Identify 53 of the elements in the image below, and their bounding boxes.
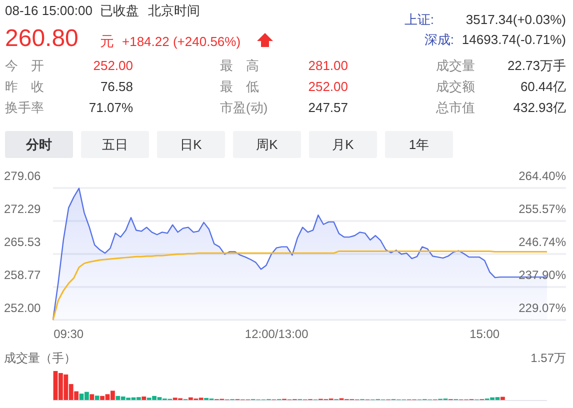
bar [142, 396, 146, 400]
text: 247.57 [308, 100, 348, 115]
text: 月K [332, 137, 354, 152]
text: 260.80 [5, 25, 78, 52]
text: 北京时间 [148, 3, 200, 18]
text: 已收盘 [100, 3, 139, 18]
text: +184.22 (+240.56%) [122, 34, 241, 49]
x-tick-label: 15:00 [470, 327, 500, 341]
text: 总市值 [435, 100, 475, 115]
text: 今 开 [5, 58, 44, 73]
text: 深成: [424, 32, 454, 47]
bar [500, 396, 505, 400]
text: 元 [100, 33, 114, 49]
text: 281.00 [308, 58, 348, 73]
text: 昨 收 [5, 79, 44, 94]
text: 上证: [404, 12, 434, 27]
text: 分时 [25, 137, 52, 152]
text: 五日 [102, 137, 128, 152]
text: 日K [180, 137, 202, 152]
x-tick-label: 12:00/13:00 [244, 327, 309, 341]
text: 1.57万 [530, 351, 566, 365]
text: 最 高 [220, 58, 259, 73]
text: 3517.34(+0.03%) [466, 12, 566, 27]
bar [94, 396, 100, 400]
text: 08-16 15:00:00 [5, 3, 92, 18]
y2-tick-label: 229.07% [518, 301, 566, 315]
y-tick-label: 252.00 [4, 301, 42, 315]
y-tick-label: 279.06 [4, 169, 42, 183]
text: 周K [256, 137, 278, 152]
text: 换手率 [5, 100, 44, 115]
text: 432.93亿 [513, 100, 566, 115]
text: 市盈(动) [220, 100, 268, 115]
text: 22.73万手 [507, 58, 566, 73]
y-axis-title: 成交量（手） [4, 351, 76, 365]
y-tick-label: 272.29 [4, 202, 42, 216]
y-tick-label: 258.77 [4, 268, 42, 282]
text: 252.00 [93, 58, 133, 73]
text: 成交量 [436, 58, 475, 73]
text: 60.44亿 [520, 79, 566, 94]
y-tick-label: 265.53 [4, 235, 42, 249]
text: 71.07% [88, 100, 134, 115]
text: 14693.74(-0.71%) [462, 32, 566, 47]
text: 76.58 [100, 79, 133, 94]
y2-tick-label: 237.90% [518, 268, 566, 282]
y2-tick-label: 255.57% [518, 202, 566, 216]
y2-tick-label: 264.40% [518, 169, 566, 183]
text: 1年 [408, 137, 430, 152]
text: 252.00 [308, 79, 348, 94]
x-tick-label: 09:30 [54, 327, 84, 341]
text: 最 低 [220, 79, 259, 94]
y2-tick-label: 246.74% [518, 234, 566, 249]
text: 成交额 [436, 79, 475, 94]
bar [90, 394, 94, 400]
